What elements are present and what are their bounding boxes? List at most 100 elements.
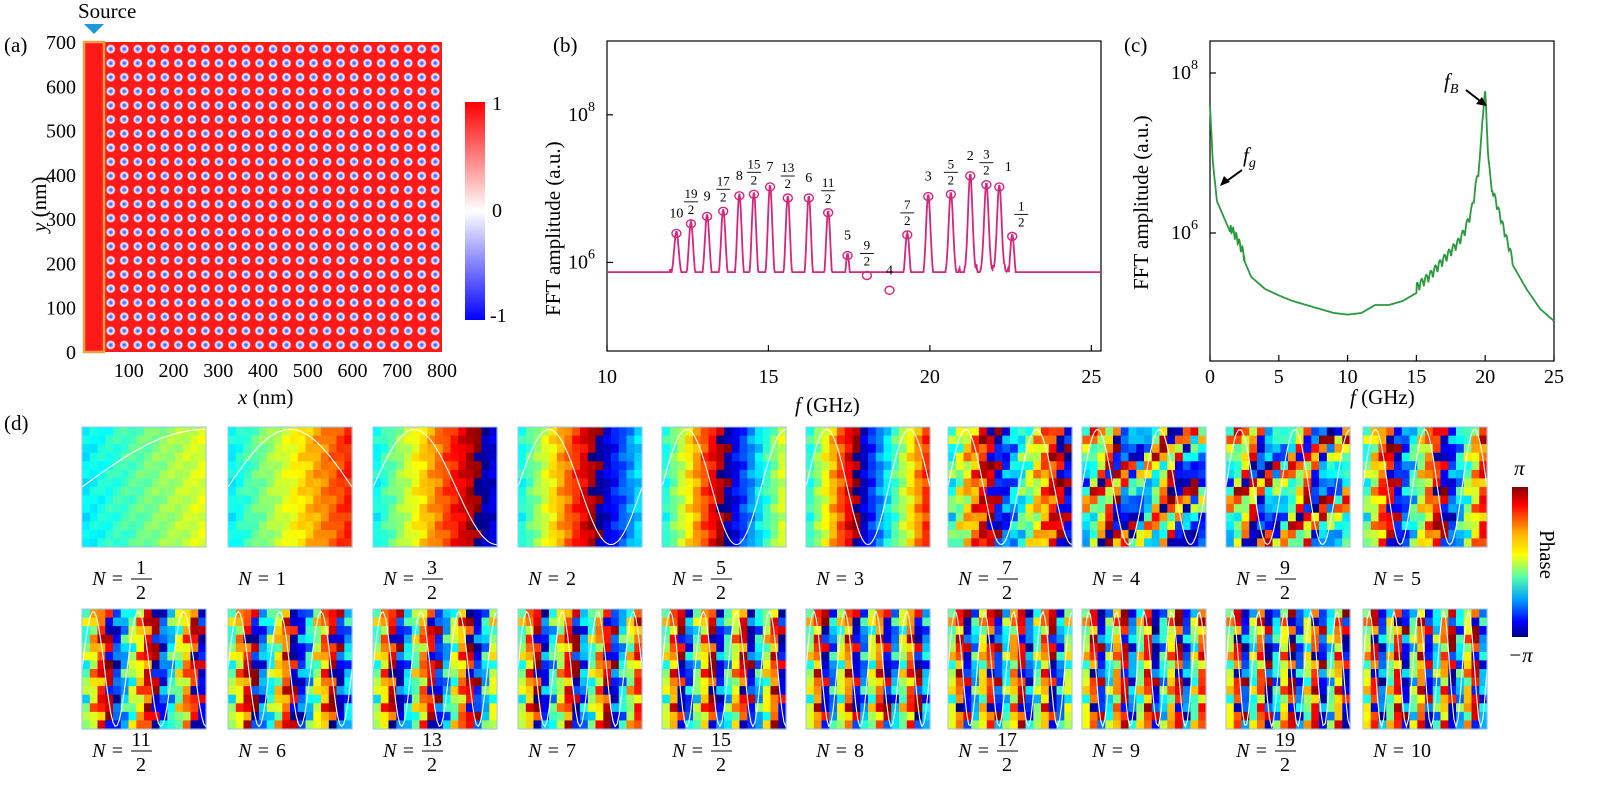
- phase-cell: [883, 444, 892, 454]
- phase-cell: [1056, 677, 1065, 687]
- phase-cell: [1440, 427, 1449, 437]
- phase-cell: [167, 495, 176, 505]
- phase-cell: [914, 609, 923, 619]
- xtick-label: 25: [1081, 366, 1101, 388]
- phase-cell: [1041, 504, 1050, 514]
- phase-cell: [89, 495, 99, 505]
- phase-cell: [525, 512, 535, 522]
- phase-cell: [986, 478, 996, 488]
- phase-cell: [1120, 634, 1130, 644]
- phase-cell: [290, 504, 299, 514]
- phase-cell: [1120, 626, 1130, 636]
- phase-cell: [724, 634, 733, 644]
- vortex-core: [322, 255, 332, 266]
- phase-cell: [731, 660, 741, 670]
- phase-cell: [243, 512, 252, 522]
- mode-tile-frame: [517, 426, 643, 548]
- panel-a-xlabel: x (nm): [237, 385, 293, 409]
- phase-cell: [762, 643, 772, 653]
- phase-cell: [669, 643, 679, 653]
- phase-cell: [971, 452, 980, 462]
- phase-cell: [837, 478, 846, 488]
- phase-cell: [844, 703, 854, 713]
- vortex-core: [173, 241, 184, 252]
- phase-cell: [580, 529, 589, 540]
- phase-cell: [708, 626, 717, 636]
- phase-cell: [442, 427, 452, 437]
- phase-cell: [190, 720, 199, 730]
- phase-cell: [1175, 617, 1184, 627]
- vortex-core: [132, 255, 143, 266]
- phase-cell: [595, 427, 604, 437]
- phase-cell: [844, 694, 854, 704]
- phase-cell: [525, 694, 535, 704]
- phase-cell: [1064, 487, 1073, 497]
- phase-cell: [971, 538, 980, 548]
- phase-cell: [595, 711, 604, 722]
- phase-cell: [1182, 461, 1192, 471]
- phase-cell: [883, 504, 892, 514]
- phase-cell: [669, 686, 679, 696]
- mode-tile: [1081, 608, 1207, 730]
- phase-cell: [228, 512, 237, 522]
- phase-cell: [979, 626, 988, 636]
- phase-cell: [716, 529, 725, 540]
- phase-cell: [167, 512, 176, 522]
- phase-cell: [404, 626, 413, 636]
- phase-cell: [626, 617, 635, 627]
- peak-marker: [782, 193, 794, 203]
- panel-b-xticks: 10 15 20 25: [597, 345, 1101, 388]
- phase-cell: [305, 538, 314, 548]
- phase-cell: [1241, 626, 1250, 636]
- phase-cell: [611, 504, 620, 514]
- phase-cell: [105, 634, 114, 644]
- vortex-core: [362, 311, 373, 322]
- phase-cell: [739, 720, 748, 730]
- phase-cell: [1226, 452, 1235, 462]
- vortex-core: [146, 58, 157, 69]
- xtick-label: 300: [203, 360, 233, 382]
- phase-cell: [541, 634, 550, 644]
- vortex-core: [254, 311, 265, 322]
- phase-cell: [533, 461, 542, 471]
- phase-cell: [739, 461, 748, 471]
- phase-cell: [1010, 686, 1019, 696]
- phase-cell: [411, 720, 421, 730]
- phase-cell: [1386, 521, 1395, 531]
- phase-cell: [724, 512, 733, 522]
- vortex-core: [119, 185, 130, 195]
- phase-cell: [603, 694, 612, 704]
- phase-cell: [282, 478, 291, 488]
- vortex-core: [389, 156, 400, 167]
- phase-cell: [1190, 720, 1199, 730]
- phase-cell: [572, 643, 581, 653]
- phase-cell: [1311, 651, 1320, 662]
- phase-cell: [243, 660, 252, 670]
- phase-cell: [151, 487, 161, 497]
- phase-cell: [1311, 452, 1320, 462]
- phase-cell: [693, 478, 702, 488]
- mode-label-prefix: N =: [527, 740, 560, 762]
- phase-cell: [1010, 617, 1019, 627]
- phase-cell: [435, 711, 444, 722]
- phase-cell: [1311, 435, 1320, 445]
- phase-cell: [1033, 694, 1042, 704]
- phase-cell: [1033, 452, 1042, 462]
- phase-cell: [198, 703, 207, 713]
- phase-cell: [899, 617, 908, 627]
- phase-cell: [151, 538, 161, 548]
- phase-cell: [1342, 512, 1351, 522]
- phase-cell: [144, 521, 153, 531]
- phase-cell: [435, 538, 444, 548]
- phase-cell: [473, 461, 483, 471]
- phase-cell: [611, 720, 620, 730]
- phase-cell: [1056, 444, 1065, 454]
- mode-label-num: 5: [716, 557, 726, 579]
- phase-cell: [97, 609, 106, 619]
- phase-cell: [739, 444, 748, 454]
- phase-cell: [198, 538, 207, 548]
- phase-cell: [144, 694, 153, 704]
- vortex-core: [241, 311, 251, 322]
- phase-cell: [82, 487, 91, 497]
